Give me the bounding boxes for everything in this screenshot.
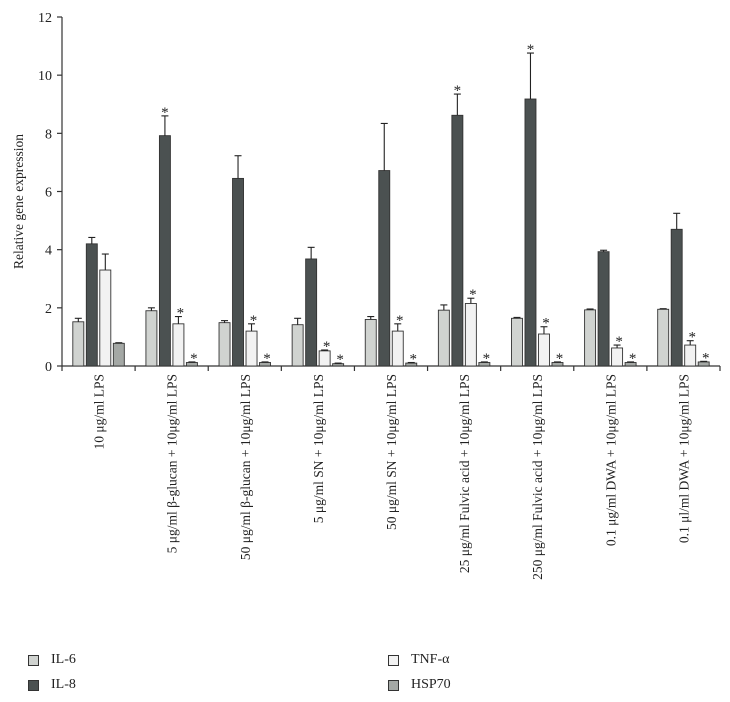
significance-marker: * xyxy=(190,351,198,367)
y-tick-label: 8 xyxy=(45,127,52,142)
legend-swatch-il6 xyxy=(28,654,39,666)
chart-axes: 0 2 4 6 8 10 12 Relative gene expression xyxy=(11,11,721,375)
significance-marker: * xyxy=(702,350,710,366)
y-tick-label: 2 xyxy=(45,302,52,317)
bar xyxy=(245,330,258,367)
bar xyxy=(218,322,231,367)
legend-item-hsp70: HSP70 xyxy=(388,677,451,693)
legend-label-tnf: TNF-α xyxy=(411,652,450,667)
bar xyxy=(145,310,158,367)
category-label: 25 μg/ml Fulvic acid + 10μg/ml LPS xyxy=(457,374,472,573)
bar xyxy=(584,309,597,367)
legend-swatch-tnf xyxy=(388,654,399,666)
bar xyxy=(158,135,171,367)
y-tick-label: 10 xyxy=(38,69,52,84)
bar xyxy=(511,317,523,367)
significance-marker: * xyxy=(469,287,477,303)
significance-marker: * xyxy=(323,339,331,355)
y-tick-label: 6 xyxy=(45,186,52,201)
bar xyxy=(391,330,404,367)
bar xyxy=(364,319,377,367)
significance-marker: * xyxy=(161,105,169,121)
bar xyxy=(437,309,450,367)
category-label: 5 μg/ml SN + 10μg/ml LPS xyxy=(311,374,326,523)
legend-item-tnf: TNF-α xyxy=(388,652,449,668)
chart-labels: 10 μg/ml LPS * * * 5 μg/ml β-glucan + 10μg/m… xyxy=(92,42,710,580)
significance-marker: * xyxy=(688,330,696,346)
y-tick-label: 0 xyxy=(45,360,52,375)
bar xyxy=(597,251,610,367)
legend-label-il6: IL-6 xyxy=(51,652,76,667)
y-axis-label: Relative gene expression xyxy=(11,134,26,269)
significance-marker: * xyxy=(250,313,258,329)
legend-swatch-hsp70 xyxy=(388,679,399,691)
significance-marker: * xyxy=(336,352,344,368)
significance-marker: * xyxy=(527,42,535,58)
bar xyxy=(378,170,391,367)
significance-marker: * xyxy=(483,351,491,367)
bar xyxy=(72,321,85,367)
bar xyxy=(305,258,318,367)
bar xyxy=(611,347,624,367)
bar xyxy=(684,344,697,367)
chart-bars xyxy=(72,52,710,367)
significance-marker: * xyxy=(615,334,623,350)
legend-swatch-il8 xyxy=(28,679,39,691)
bar xyxy=(85,243,98,367)
legend-item-il8: IL-8 xyxy=(28,677,76,693)
category-label: 50 μg/ml SN + 10μg/ml LPS xyxy=(384,374,399,530)
legend-item-il6: IL-6 xyxy=(28,652,76,668)
significance-marker: * xyxy=(556,351,564,367)
bar xyxy=(112,342,125,367)
bar xyxy=(99,269,112,367)
legend-label-hsp70: HSP70 xyxy=(411,677,451,692)
category-label: 50 μg/ml β-glucan + 10μg/ml LPS xyxy=(238,374,253,560)
category-label: 0.1 μg/ml DWA + 10μg/ml LPS xyxy=(603,374,618,546)
category-label: 0.1 μl/ml DWA + 10μg/ml LPS xyxy=(676,374,691,543)
bar xyxy=(538,333,550,367)
significance-marker: * xyxy=(629,351,637,367)
category-label: 10 μg/ml LPS xyxy=(92,374,107,450)
bar xyxy=(291,324,304,367)
significance-marker: * xyxy=(396,313,404,329)
bar xyxy=(670,228,683,367)
significance-marker: * xyxy=(177,306,185,322)
legend-label-il8: IL-8 xyxy=(51,677,76,692)
bar xyxy=(232,177,244,367)
significance-marker: * xyxy=(263,351,271,367)
y-tick-label: 4 xyxy=(45,244,52,259)
significance-marker: * xyxy=(542,316,550,332)
bar xyxy=(464,303,477,367)
category-label: 5 μg/ml β-glucan + 10μg/ml LPS xyxy=(165,374,180,553)
bar xyxy=(524,98,537,367)
y-tick-label: 12 xyxy=(38,11,52,26)
bar xyxy=(451,114,464,367)
significance-marker: * xyxy=(410,352,418,368)
bar xyxy=(657,308,670,367)
bar xyxy=(172,323,185,367)
category-label: 250 μg/ml Fulvic acid + 10μg/ml LPS xyxy=(530,374,545,580)
significance-marker: * xyxy=(454,83,462,99)
